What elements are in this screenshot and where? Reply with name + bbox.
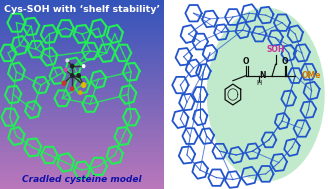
Circle shape — [71, 74, 74, 77]
Text: H: H — [256, 80, 262, 86]
Circle shape — [82, 65, 85, 67]
Circle shape — [64, 68, 67, 72]
Ellipse shape — [207, 8, 325, 181]
Text: Cradled cysteine model: Cradled cysteine model — [22, 175, 142, 184]
Text: N: N — [259, 71, 266, 80]
Text: O: O — [243, 57, 249, 66]
Text: OMe: OMe — [302, 71, 321, 80]
Circle shape — [71, 64, 74, 68]
Circle shape — [66, 59, 69, 62]
Circle shape — [62, 81, 66, 85]
Text: SOH: SOH — [266, 45, 285, 54]
Circle shape — [77, 74, 80, 77]
Circle shape — [71, 87, 74, 91]
Text: O: O — [282, 57, 289, 66]
Circle shape — [79, 91, 82, 94]
Circle shape — [82, 83, 86, 87]
Text: Cys-SOH with ‘shelf stability’: Cys-SOH with ‘shelf stability’ — [4, 5, 160, 14]
